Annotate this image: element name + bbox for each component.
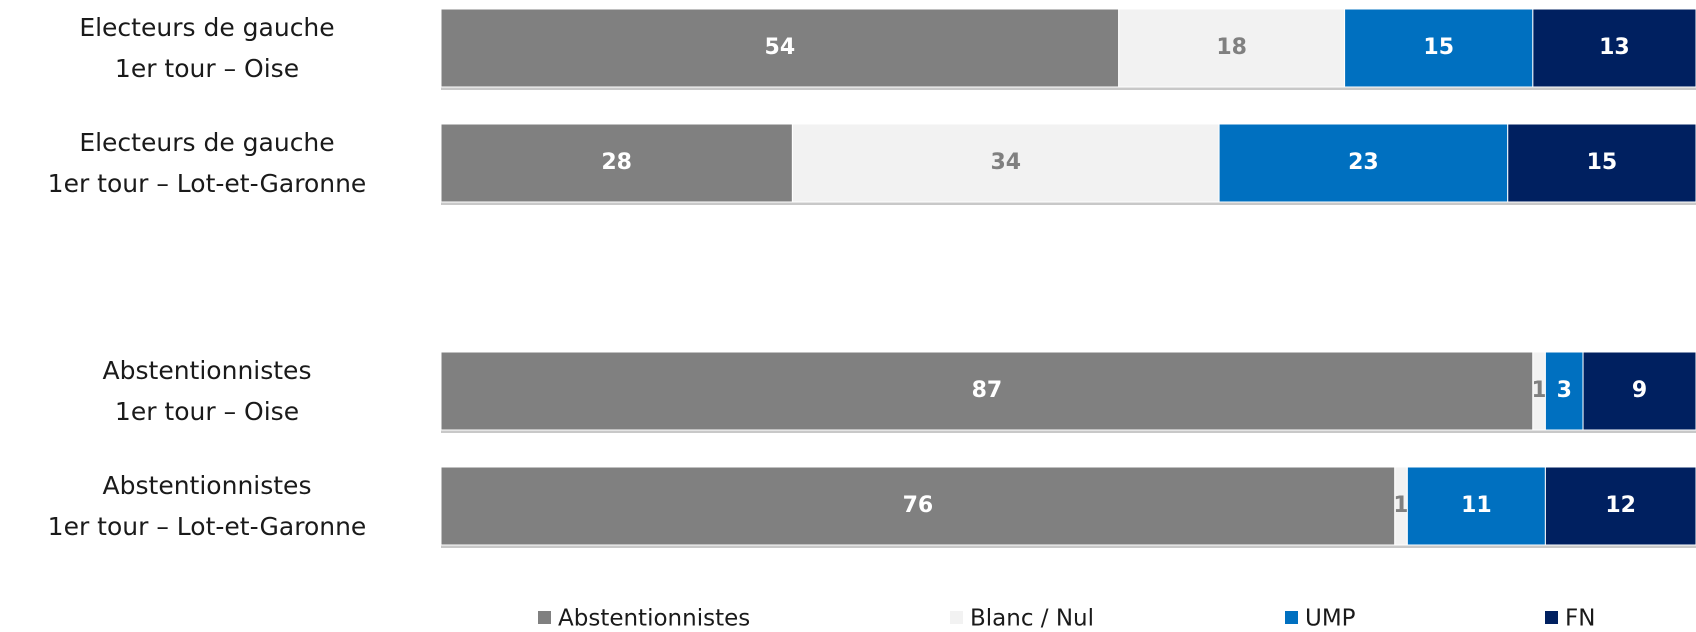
value-label: 12 — [1605, 493, 1636, 518]
bar-segment — [1344, 8, 1534, 88]
value-label: 13 — [1599, 35, 1630, 60]
value-label: 1 — [1393, 493, 1408, 518]
value-label: 54 — [765, 35, 796, 60]
bar-segment — [1507, 123, 1696, 203]
legend-label: Abstentionnistes — [558, 606, 750, 632]
bar-segment — [1544, 466, 1696, 546]
legend-swatch — [1285, 611, 1298, 624]
bar-segment — [791, 123, 1220, 203]
value-label: 18 — [1216, 35, 1247, 60]
value-label: 11 — [1461, 493, 1492, 518]
category-label: 1er tour – Oise — [115, 397, 299, 426]
bar-segment — [1406, 466, 1546, 546]
value-label: 34 — [990, 150, 1021, 175]
value-label: 76 — [903, 493, 934, 518]
category-label: 1er tour – Lot-et-Garonne — [48, 169, 367, 198]
legend-label: Blanc / Nul — [970, 606, 1094, 632]
legend-swatch — [950, 611, 963, 624]
legend-swatch — [1545, 611, 1558, 624]
category-label: Electeurs de gauche — [79, 13, 334, 42]
bar-segment — [440, 466, 1396, 546]
bar-segment — [440, 8, 1120, 88]
bar-segment — [1544, 351, 1584, 431]
bar-segment — [1118, 8, 1346, 88]
value-label: 15 — [1587, 150, 1618, 175]
category-label: 1er tour – Lot-et-Garonne — [48, 512, 367, 541]
value-label: 87 — [972, 378, 1003, 403]
category-label: 1er tour – Oise — [115, 54, 299, 83]
legend-label: UMP — [1305, 606, 1356, 632]
value-label: 9 — [1632, 378, 1647, 403]
bar-segment — [1532, 8, 1696, 88]
value-label: 15 — [1423, 35, 1454, 60]
bar-segment — [1582, 351, 1696, 431]
bar-segment — [1218, 123, 1509, 203]
bar-segment — [440, 123, 793, 203]
value-label: 23 — [1348, 150, 1379, 175]
value-label: 1 — [1531, 378, 1546, 403]
legend-label: FN — [1565, 606, 1595, 632]
legend-swatch — [538, 611, 551, 624]
category-label: Abstentionnistes — [103, 356, 312, 385]
value-label: 3 — [1557, 378, 1572, 403]
category-label: Electeurs de gauche — [79, 128, 334, 157]
category-label: Abstentionnistes — [103, 471, 312, 500]
value-label: 28 — [601, 150, 632, 175]
